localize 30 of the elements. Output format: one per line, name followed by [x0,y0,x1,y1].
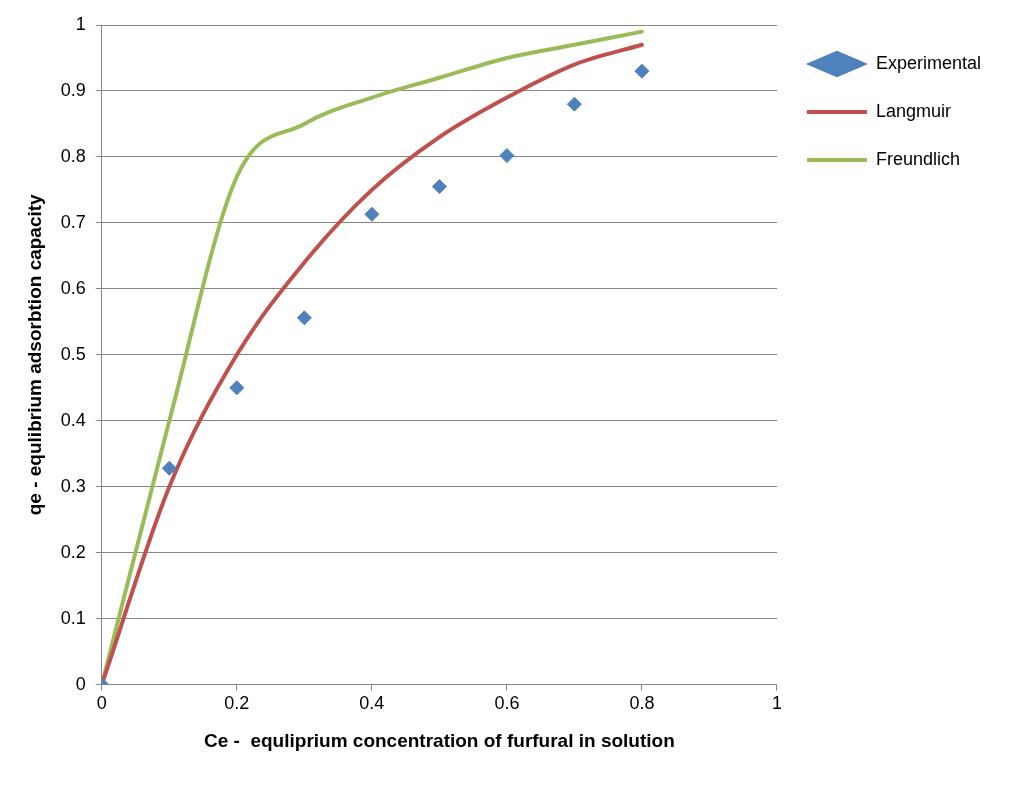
y-tick-label: 0.3 [60,475,86,496]
point [229,380,245,396]
x-tick-label: 0.2 [224,693,250,714]
legend-label: Langmuir [875,100,951,121]
x-tick-label: 0 [96,693,107,714]
y-tick-label: 0.8 [60,145,86,166]
point [364,206,380,222]
y-tick-label: 0.1 [60,607,86,628]
point [161,460,177,476]
x-tick-label: 1 [771,693,782,714]
legend-label: Experimental [875,52,981,73]
y-tick-label: 0.7 [60,211,86,232]
legend-label: Freundlich [875,148,960,169]
point [566,96,582,112]
y-tick-label: 0.6 [60,277,86,298]
y-tick-label: 0 [75,673,86,694]
x-tick-label: 0.8 [629,693,655,714]
x-tick-label: 0.6 [494,693,520,714]
point [296,310,312,326]
y-tick-label: 1 [75,13,86,34]
y-tick-label: 0.4 [60,409,86,430]
x-tick-label: 0.4 [359,693,385,714]
x-axis-title: Ce - equliprium concentration of furfural in solution [204,729,675,751]
point [431,179,447,195]
y-tick-label: 0.9 [60,79,86,100]
y-tick-label: 0.2 [60,541,86,562]
point [499,148,515,164]
point [634,63,650,79]
y-axis-title: qe - equlibrium adsorbtion capacity [23,193,45,516]
y-tick-label: 0.5 [60,343,86,364]
